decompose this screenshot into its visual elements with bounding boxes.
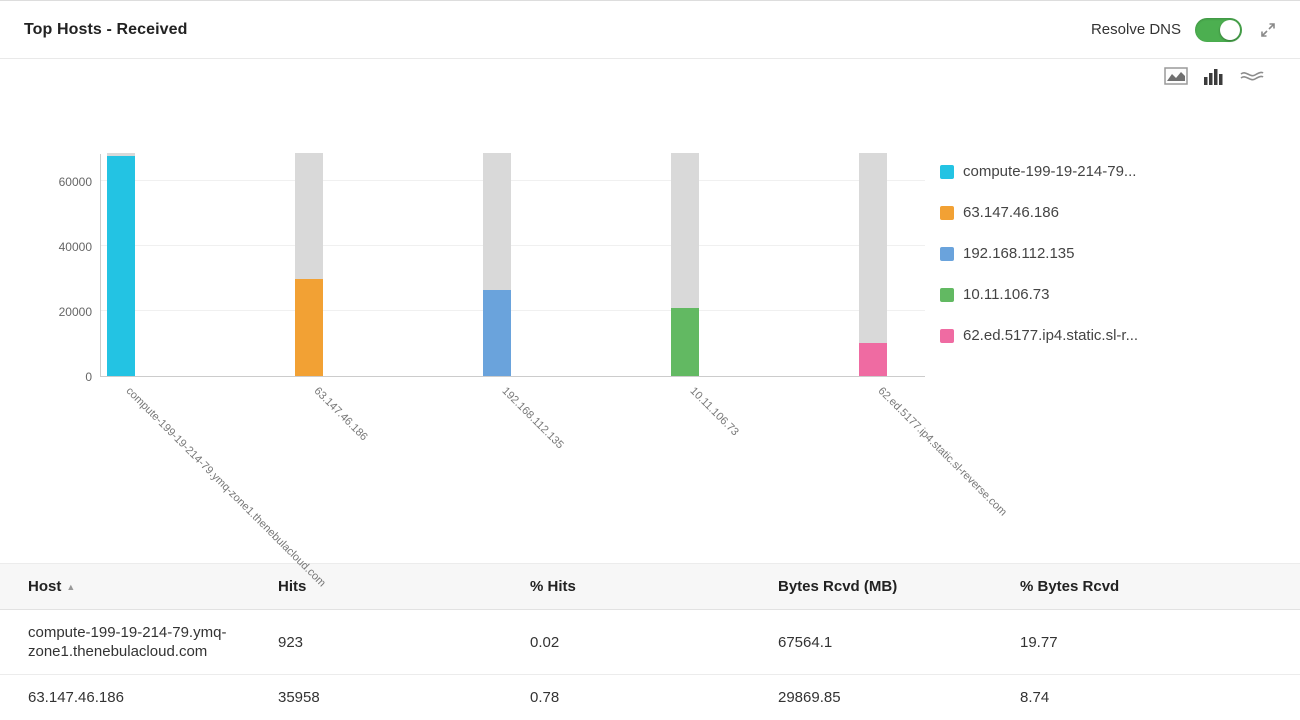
legend-label: 192.168.112.135 [963,245,1075,262]
table-cell: 8.74 [1020,689,1050,706]
bar[interactable] [859,343,888,376]
table-header-label: Bytes Rcvd (MB) [778,578,898,595]
resolve-dns-label: Resolve DNS [1090,21,1181,38]
table-cell: 19.77 [1020,633,1058,651]
legend-label: 62.ed.5177.ip4.static.sl-r... [963,327,1139,344]
table-header-label: Hits [278,578,307,595]
x-axis-tick-label: 10.11.106.73 [687,385,741,439]
table-body: compute-199-19-214-79.ymq-zone1.thenebul… [0,610,1300,720]
y-axis-tick-label: 40000 [58,239,92,254]
area-chart-icon[interactable] [1164,67,1188,85]
page-title: Top Hosts - Received [24,20,188,38]
legend-swatch [940,328,954,343]
table-header-cell[interactable]: Host ▲ [0,578,250,595]
y-axis-tick-label: 20000 [58,304,92,319]
sort-arrow-icon: ▲ [66,582,76,592]
table-cell: 35958 [278,689,320,706]
x-axis-tick-label: 62.ed.5177.ip4.static.sl-reverse.com [875,385,1010,519]
legend-swatch [940,164,954,179]
resolve-dns-toggle[interactable] [1195,17,1242,42]
table-header-cell[interactable]: % Bytes Rcvd [992,578,1300,595]
table-header-row: Host ▲ Hits % Hits Bytes Rcvd (MB) % Bytes Rc… [0,563,1300,610]
expand-icon[interactable] [1260,22,1276,38]
table-cell: 0.02 [530,633,560,651]
bar-chart-icon[interactable] [1202,67,1226,85]
legend-swatch [940,205,954,220]
gridline [101,179,925,181]
bar[interactable] [294,279,323,376]
legend-item[interactable]: 10.11.106.73 [940,286,1138,303]
x-axis-tick-label: 192.168.112.135 [499,385,566,452]
table-header-cell[interactable]: % Hits [502,578,750,595]
legend-item[interactable]: 63.147.46.186 [940,204,1138,221]
chart-section: 0 20000 40000 60000 compute-199-19-214-79.y… [0,59,1300,589]
legend-item[interactable]: 192.168.112.135 [940,245,1138,262]
x-axis-tick-label: compute-199-19-214-79.ymq-zone1.thenebul… [123,385,328,590]
table-row: compute-199-19-214-79.ymq-zone1.thenebul… [0,610,1300,675]
table-header-cell[interactable]: Bytes Rcvd (MB) [750,578,992,595]
table-header-label: Host [28,578,62,595]
legend-label: 63.147.46.186 [963,204,1059,221]
bar[interactable] [106,156,135,376]
table-header-cell[interactable]: Hits [250,578,502,595]
bar[interactable] [483,290,511,376]
chart-plot [100,153,925,377]
table-cell: 67564.1 [778,633,833,651]
table-cell: 29869.85 [778,689,841,706]
gridline [101,310,925,311]
legend-label: compute-199-19-214-79... [963,163,1137,180]
host-cell: compute-199-19-214-79.ymq-zone1.thenebul… [28,624,227,660]
toggle-knob [1220,19,1240,40]
bar[interactable] [671,308,700,376]
hosts-table: Host ▲ Hits % Hits Bytes Rcvd (MB) % Bytes Rc… [0,563,1300,720]
table-header-label: % Hits [530,578,576,595]
stream-chart-icon[interactable] [1240,67,1264,85]
legend-label: 10.11.106.73 [963,286,1050,303]
x-axis-tick-label: 63.147.46.186 [311,385,370,444]
table-header-label: % Bytes Rcvd [1020,578,1120,595]
y-axis-tick-label: 0 [85,370,92,384]
legend-item[interactable]: 62.ed.5177.ip4.static.sl-r... [940,327,1138,344]
y-axis-tick-label: 60000 [58,174,92,189]
legend-swatch [940,246,954,261]
widget-header: Top Hosts - Received Resolve DNS [0,0,1300,59]
table-cell: 923 [278,633,304,651]
gridline [101,244,925,246]
table-cell: 0.78 [530,689,560,706]
chart-legend: compute-199-19-214-79... 63.147.46.186 192… [940,163,1138,368]
bar-track [859,153,888,376]
legend-swatch [940,287,954,302]
host-cell: 63.147.46.186 [28,689,124,706]
legend-item[interactable]: compute-199-19-214-79... [940,163,1138,180]
chart-type-switcher [1164,67,1264,85]
table-row: 63.147.46.186 35958 0.78 29869.85 8.74 [0,675,1300,720]
